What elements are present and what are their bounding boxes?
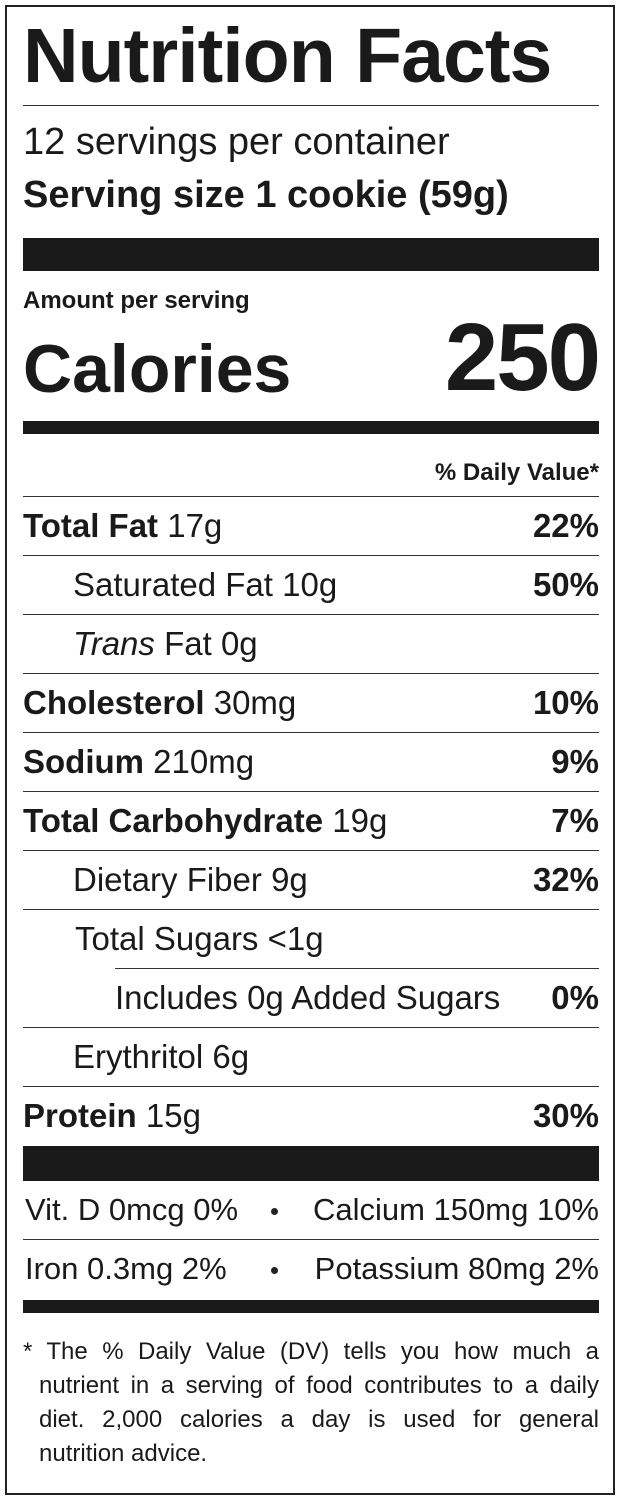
vitamin-amount: 0.3mg — [87, 1251, 174, 1286]
nutrient-row: Total Fat 17g 22% — [23, 496, 599, 555]
nutrient-amount: 17g — [167, 507, 223, 544]
footnote: * The % Daily Value (DV) tells you how m… — [23, 1338, 599, 1467]
vitamin: Calcium 150mg 10% — [313, 1181, 599, 1239]
nutrient-row: Saturated Fat 10g 50% — [23, 555, 599, 614]
vitamin-name: Vit. D — [25, 1192, 101, 1227]
amount-per-serving: Amount per serving — [23, 287, 250, 314]
nutrient-name: Erythritol — [73, 1038, 204, 1075]
thick-bar — [23, 238, 599, 271]
nutrient-name: Saturated Fat — [73, 566, 273, 603]
nutrient-name-italic: Trans — [73, 625, 155, 662]
nutrient-amount: <1g — [267, 920, 324, 957]
calories-value: 250 — [444, 304, 601, 411]
nutrient-name: Total Sugars — [75, 920, 259, 957]
nutrient-rows: Total Fat 17g 22% Saturated Fat 10g 50% Tr… — [23, 496, 599, 1145]
vitamin: Vit. D 0mcg 0% — [25, 1181, 238, 1239]
vitamin-dv: 0% — [193, 1192, 239, 1227]
nutrient-name: Sodium — [23, 743, 144, 780]
vitamin-name: Calcium — [312, 1192, 425, 1227]
nutrition-label: Nutrition Facts 12 servings per containe… — [5, 5, 615, 1495]
nutrient-dv: 10% — [532, 684, 599, 721]
vitamin-dv: 2% — [181, 1251, 227, 1286]
nutrient-name: Cholesterol — [23, 684, 205, 721]
vitamin-amount: 0mcg — [108, 1192, 185, 1227]
daily-value-header: % Daily Value* — [434, 459, 599, 486]
calories-label: Calories — [23, 331, 292, 407]
medium-bar — [23, 421, 599, 434]
nutrient-dv: 0% — [551, 979, 599, 1016]
nutrient-dv: 50% — [532, 566, 599, 603]
bullet — [271, 1208, 278, 1215]
nutrient-name: Dietary Fiber — [73, 861, 262, 898]
vitamin-amount: 80mg — [468, 1251, 546, 1286]
nutrient-dv: 22% — [532, 507, 599, 544]
vitamin-name: Potassium — [314, 1251, 460, 1286]
servings: 12 servings per container — [23, 121, 450, 163]
vitamin-dv: 10% — [536, 1192, 599, 1227]
nutrient-dv: 30% — [532, 1097, 599, 1134]
nutrient-amount: 30mg — [213, 684, 297, 721]
nutrient-amount: 0g — [220, 625, 258, 662]
nutrient-amount: 210mg — [153, 743, 255, 780]
nutrient-row: Cholesterol 30mg 10% — [23, 673, 599, 732]
bullet — [271, 1267, 278, 1274]
divider — [23, 105, 599, 106]
serving-size: Serving size 1 cookie (59g) — [23, 174, 509, 216]
nutrient-amount: 6g — [212, 1038, 250, 1075]
nutrient-row: Protein 15g 30% — [23, 1086, 599, 1145]
nutrient-dv: 9% — [551, 743, 599, 780]
vitamin-row: Iron 0.3mg 2% Potassium 80mg 2% — [23, 1240, 599, 1298]
nutrient-row: Includes 0g Added Sugars 0% — [115, 968, 599, 1027]
medium-bar — [23, 1300, 599, 1313]
vitamin-rows: Vit. D 0mcg 0% Calcium 150mg 10% Iron 0.… — [23, 1181, 599, 1298]
nutrient-row: Dietary Fiber 9g 32% — [23, 850, 599, 909]
nutrient-name: Fat — [164, 625, 212, 662]
nutrient-name: Total Fat — [23, 507, 159, 544]
nutrient-row: Trans Fat 0g — [23, 614, 599, 673]
nutrient-amount: 19g — [332, 802, 388, 839]
vitamin: Iron 0.3mg 2% — [25, 1240, 227, 1298]
vitamin-dv: 2% — [554, 1251, 599, 1286]
nutrient-dv: 7% — [551, 802, 599, 839]
nutrient-row: Total Carbohydrate 19g 7% — [23, 791, 599, 850]
divider — [23, 1239, 599, 1240]
nutrient-row: Erythritol 6g — [23, 1027, 599, 1086]
thick-bar — [23, 1146, 599, 1181]
nutrient-name: Includes 0g Added Sugars — [115, 979, 501, 1016]
nutrient-name: Protein — [23, 1097, 137, 1134]
nutrient-amount: 15g — [145, 1097, 201, 1134]
nutrient-row: Sodium 210mg 9% — [23, 732, 599, 791]
nutrient-dv: 32% — [532, 861, 599, 898]
nutrient-row: Total Sugars <1g — [23, 909, 599, 968]
vitamin-amount: 150mg — [433, 1192, 529, 1227]
vitamin: Potassium 80mg 2% — [315, 1240, 599, 1298]
vitamin-row: Vit. D 0mcg 0% Calcium 150mg 10% — [23, 1181, 599, 1239]
nutrient-name: Total Carbohydrate — [23, 802, 324, 839]
nutrient-amount: 9g — [271, 861, 308, 898]
nutrient-amount: 10g — [282, 566, 338, 603]
calories-row: Calories 250 — [23, 304, 601, 412]
vitamin-name: Iron — [25, 1251, 79, 1286]
title: Nutrition Facts — [23, 13, 552, 99]
